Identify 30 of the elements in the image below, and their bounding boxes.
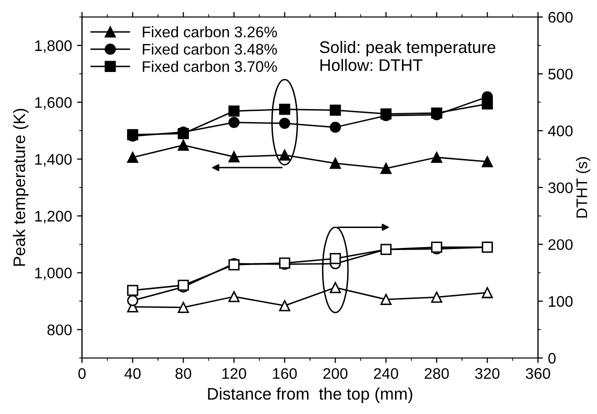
x-tick-label: 80 (176, 368, 192, 379)
x-tick-label: 320 (475, 368, 500, 379)
legend-label: Fixed carbon 3.70% (142, 60, 277, 72)
legend-label: Fixed carbon 3.48% (142, 43, 277, 55)
x-tick-label: 280 (424, 368, 449, 379)
x-tick-label: 240 (374, 368, 398, 379)
y-tick-label: 800 (47, 324, 72, 336)
y2-tick-label: 300 (548, 182, 573, 194)
y-tick-label: 1,600 (35, 97, 72, 110)
y-tick-label: 1,200 (35, 210, 72, 224)
y2-tick-label: 200 (548, 239, 573, 250)
y2-tick-label: 100 (548, 296, 573, 307)
x-tick-label: 120 (222, 368, 246, 379)
y-tick-label: 1,800 (35, 40, 72, 53)
y2-tick-label: 500 (548, 68, 573, 80)
y2-tick-label: 400 (548, 126, 573, 136)
y2-tick-label: 600 (548, 12, 573, 23)
x-tick-label: 200 (323, 368, 348, 379)
y-tick-label: 1,000 (35, 268, 72, 280)
legend-label: Fixed carbon 3.26% (142, 26, 277, 38)
y2-tick-label: 0 (548, 352, 556, 364)
y2-axis-title: DTHT (s) (576, 157, 590, 218)
annotation: Solid: peak temperature Hollow: DTHT (320, 40, 496, 72)
x-tick-label: 160 (273, 368, 297, 379)
x-tick-label: 0 (78, 368, 86, 379)
y-axis-title: Peak temperature (K) (12, 108, 28, 266)
x-axis-title: Distance from the top (mm) (208, 388, 412, 404)
x-tick-label: 360 (526, 368, 550, 379)
y-tick-label: 1,400 (35, 154, 72, 167)
x-tick-label: 40 (124, 368, 141, 379)
